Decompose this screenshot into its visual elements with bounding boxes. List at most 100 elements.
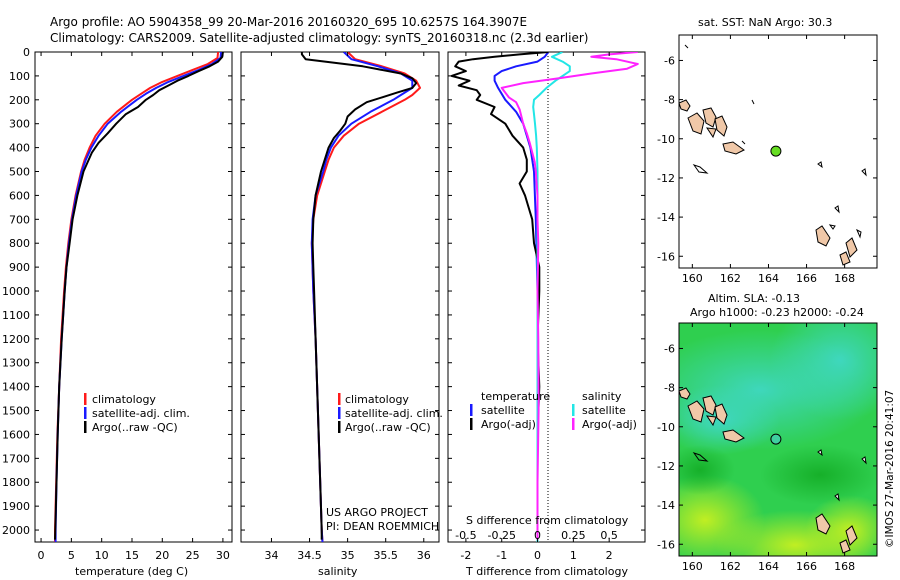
- legend-swatch-argo: [338, 421, 341, 433]
- argo-position-marker: [770, 145, 782, 157]
- series-line-satellite-adj-clim-: [310, 52, 414, 542]
- s-difference-label: S difference from climatology: [466, 514, 629, 527]
- x-tick-label: 34.5: [297, 549, 322, 562]
- map-lon-label: 164: [758, 560, 779, 573]
- legend-temperature-argo: Argo(-adj): [481, 418, 536, 431]
- temperature-x-axis: 0 5 10 15 20 25 30: [38, 52, 230, 562]
- s-difference-tick-label: 0.25: [561, 529, 586, 542]
- depth-tick-label: 0: [23, 46, 30, 59]
- project-annotation: US ARGO PROJECT: [326, 506, 428, 519]
- salinity-legend-climatology: climatology: [345, 393, 409, 406]
- legend-swatch-temperature-satellite: [470, 404, 473, 416]
- map-lat-label: -10: [657, 133, 675, 146]
- depth-tick-label: 1900: [2, 500, 30, 513]
- legend-swatch-climatology: [84, 393, 87, 405]
- legend-swatch-climatology: [338, 393, 341, 405]
- temperature-legend-climatology: climatology: [92, 393, 156, 406]
- sst-map-coastlines: [679, 44, 867, 266]
- depth-tick-label: 100: [9, 70, 30, 83]
- legend-salinity-argo: Argo(-adj): [582, 418, 637, 431]
- series-line-climatology: [54, 52, 220, 542]
- x-tick-label: 36: [417, 549, 431, 562]
- difference-legend: temperature satellite Argo(-adj) salinit…: [470, 390, 637, 431]
- map-lon-label: 162: [720, 560, 741, 573]
- sst-map-title: sat. SST: NaN Argo: 30.3: [698, 16, 832, 29]
- map-lon-label: 160: [682, 560, 703, 573]
- figure-title-line2: Climatology: CARS2009. Satellite-adjuste…: [50, 31, 588, 45]
- depth-tick-label: 600: [9, 189, 30, 202]
- depth-tick-label: 1400: [2, 381, 30, 394]
- depth-tick-label: 1300: [2, 357, 30, 370]
- sla-map-frame: [678, 322, 878, 557]
- legend-swatch-temperature-argo: [470, 418, 473, 430]
- depth-tick-label: 1500: [2, 405, 30, 418]
- legend-swatch-argo: [84, 421, 87, 433]
- depth-tick-label: 1800: [2, 476, 30, 489]
- temperature-series-group: [54, 52, 224, 542]
- depth-tick-label: 200: [9, 94, 30, 107]
- argo-position-marker-sla: [770, 433, 782, 445]
- sla-map-title1: Altim. SLA: -0.13: [708, 292, 800, 305]
- map-lon-label: 160: [682, 272, 703, 285]
- legend-salinity-satellite: satellite: [582, 404, 626, 417]
- pi-annotation: PI: DEAN ROEMMICH: [326, 520, 439, 533]
- legend-salinity-title: salinity: [582, 390, 622, 403]
- map-lat-label: -16: [657, 250, 675, 263]
- series-line-argo-raw-qc-: [54, 52, 224, 540]
- sst-map-axes: 160 162 164 166 168 -6 -8 -10 -12 -14 -16: [657, 35, 877, 285]
- map-lon-label: 166: [796, 560, 817, 573]
- salinity-series-group: [300, 52, 421, 542]
- x-tick-label: 25: [186, 549, 200, 562]
- s-difference-tick-label: -0.25: [487, 529, 515, 542]
- x-tick-label: 35.5: [373, 549, 398, 562]
- x-tick-label: 2: [606, 549, 613, 562]
- x-tick-label: 0: [534, 549, 541, 562]
- map-lon-label: 168: [834, 560, 855, 573]
- depth-axis: 0 100 200 300 400 500 600 700 800 900 1000 1100 1200…: [2, 46, 645, 537]
- imos-timestamp: ©IMOS 27-Mar-2016 20:41:07: [884, 390, 896, 548]
- series-line-climatology: [310, 52, 421, 542]
- temperature-legend-satellite: satellite-adj. clim.: [92, 407, 190, 420]
- map-lat-label: -14: [657, 211, 675, 224]
- temperature-xlabel: temperature (deg C): [75, 565, 188, 578]
- x-tick-label: 35: [341, 549, 355, 562]
- depth-tick-label: 2000: [2, 524, 30, 537]
- map-lat-label: -6: [664, 54, 675, 67]
- legend-swatch-salinity-satellite: [572, 404, 575, 416]
- legend-temperature-title: temperature: [481, 390, 550, 403]
- salinity-legend: climatology satellite-adj. clim. Argo(..…: [338, 393, 443, 434]
- map-lon-label: 162: [720, 272, 741, 285]
- map-lat-label: -8: [664, 382, 675, 395]
- x-tick-label: 15: [125, 549, 139, 562]
- depth-tick-label: 300: [9, 118, 30, 131]
- x-tick-label: 20: [155, 549, 169, 562]
- temperature-legend-argo: Argo(..raw -QC): [92, 421, 178, 434]
- salinity-xlabel: salinity: [318, 565, 358, 578]
- depth-tick-label: 800: [9, 237, 30, 250]
- map-lat-label: -10: [657, 421, 675, 434]
- series-line-temperature-satellite: [493, 52, 550, 542]
- legend-swatch-salinity-argo: [572, 418, 575, 430]
- depth-tick-label: 500: [9, 166, 30, 179]
- legend-temperature-satellite: satellite: [481, 404, 525, 417]
- temperature-legend: climatology satellite-adj. clim. Argo(..…: [84, 393, 190, 434]
- depth-tick-label: 1100: [2, 309, 30, 322]
- sla-map-axes: 160 162 164 166 168 -6 -8 -10 -12 -14 -16: [657, 323, 877, 573]
- map-lon-label: 164: [758, 272, 779, 285]
- series-line-satellite-adj-clim-: [54, 52, 223, 542]
- difference-series-group: [450, 52, 639, 542]
- x-tick-label: 1: [570, 549, 577, 562]
- salinity-x-axis: 34 34.5 35 35.5 36: [264, 52, 431, 562]
- x-tick-label: 30: [216, 549, 230, 562]
- s-difference-tick-label: 0.5: [600, 529, 618, 542]
- depth-tick-label: 900: [9, 261, 30, 274]
- salinity-legend-argo: Argo(..raw -QC): [345, 421, 431, 434]
- map-lat-label: -12: [657, 172, 675, 185]
- difference-panel-frame: [447, 51, 646, 543]
- depth-tick-label: 1700: [2, 452, 30, 465]
- x-tick-label: 5: [68, 549, 75, 562]
- s-difference-ticklabels: -0.5 -0.25 0 0.25 0.5: [455, 529, 618, 542]
- depth-tick-label: 1200: [2, 333, 30, 346]
- x-tick-label: 34: [264, 549, 278, 562]
- map-lon-label: 168: [834, 272, 855, 285]
